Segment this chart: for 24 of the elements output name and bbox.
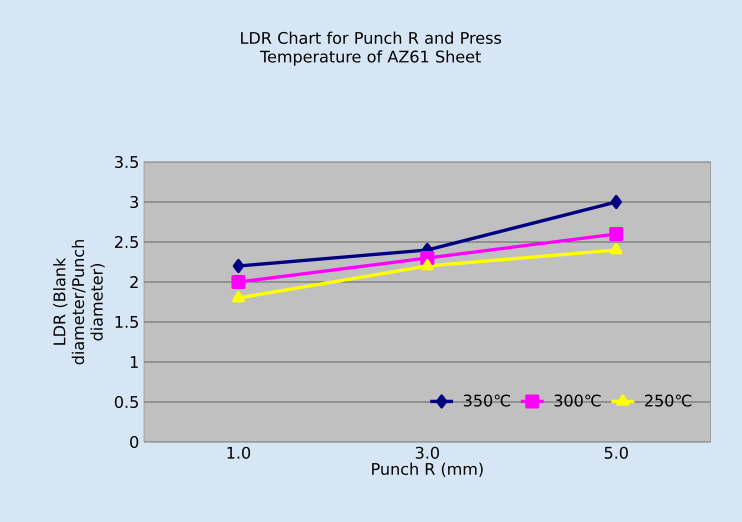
x-axis-title: Punch R (mm) [372, 462, 483, 477]
legend-label: 250℃ [645, 394, 692, 407]
y-tick-label: 2.5 [115, 236, 138, 248]
y-tick-label: 3 [130, 196, 138, 208]
legend-label: 350℃ [464, 394, 510, 407]
point [232, 291, 245, 302]
chart-title: LDR Chart for Punch R and Press Temperature of AZ61 Sheet [241, 32, 502, 66]
point [421, 259, 434, 270]
y-tick-label: 3.5 [115, 156, 138, 168]
y-tick-label: 0 [130, 436, 138, 448]
x-tick-label: 1.0 [227, 446, 250, 459]
point [610, 243, 623, 254]
point [609, 227, 624, 242]
y-tick-label: 1 [130, 356, 138, 368]
legend-label: 300℃ [554, 394, 601, 407]
point [231, 274, 246, 290]
y-tick-label: 1.5 [116, 316, 138, 328]
point [610, 195, 622, 210]
y-axis-title: LDR (Blank diameter/Punch diameter) [53, 240, 105, 364]
x-tick-label: 3.0 [416, 446, 439, 459]
y-tick-label: 0.5 [114, 396, 138, 408]
y-tick-label: 2 [130, 276, 138, 288]
point [232, 259, 244, 274]
x-tick-label: 5.0 [604, 446, 628, 459]
